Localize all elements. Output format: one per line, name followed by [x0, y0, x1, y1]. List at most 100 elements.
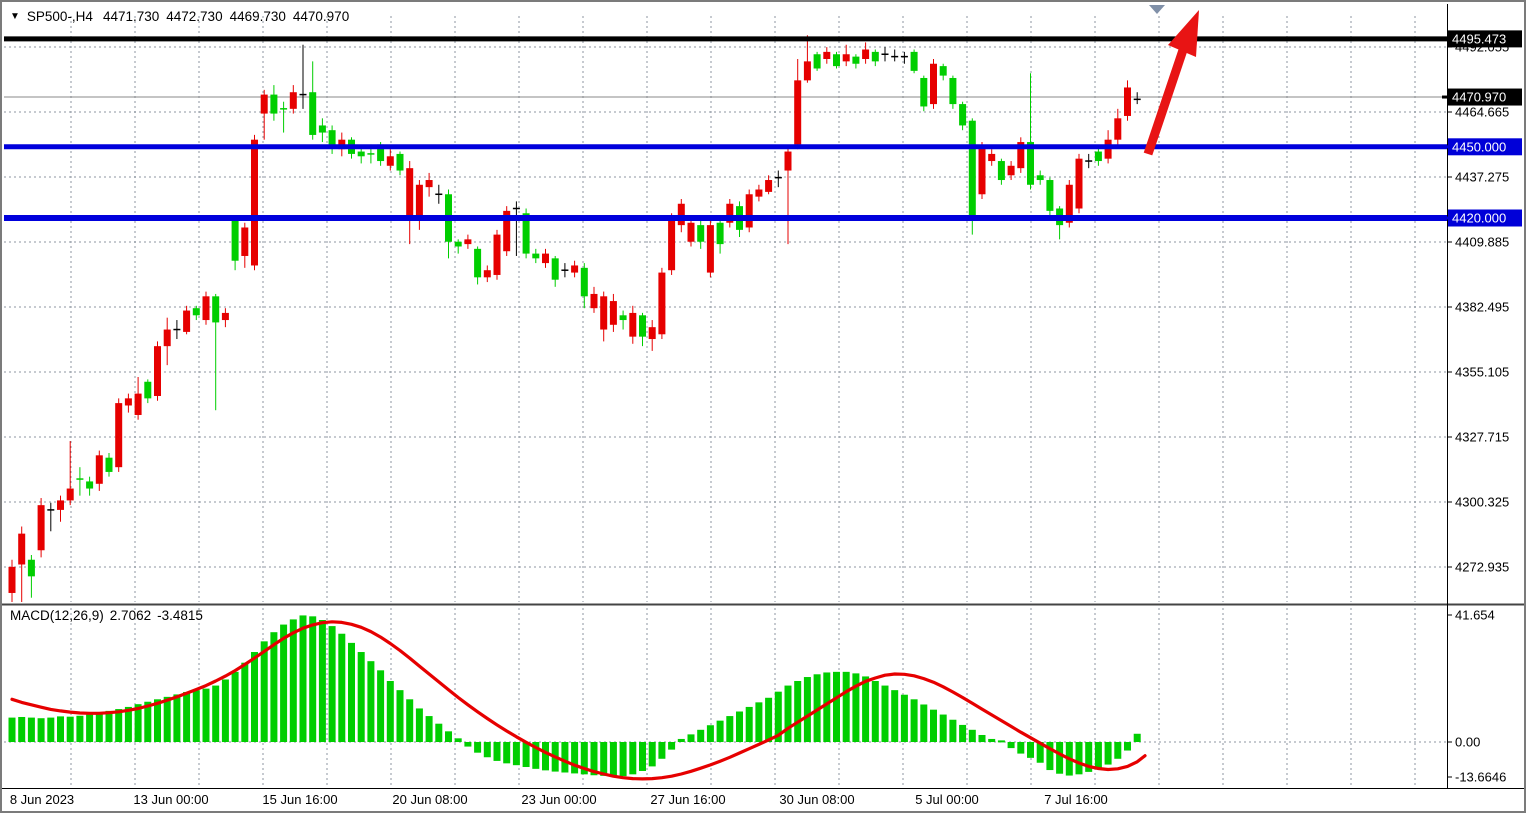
price-tick-label: 4464.665	[1455, 105, 1509, 120]
macd-indicator-label: MACD(12,26,9) 2.7062 -3.4815	[10, 608, 209, 623]
candle-body	[66, 488, 74, 501]
macd-bar	[144, 701, 152, 742]
macd-bar	[134, 704, 142, 742]
macd-bar	[377, 670, 385, 742]
doji-dash	[435, 193, 443, 196]
symbol-period-label: SP500-,H4	[26, 9, 93, 24]
candle-body	[503, 210, 511, 252]
macd-bar	[241, 662, 249, 742]
candle-body	[260, 94, 268, 114]
macd-bar	[1094, 742, 1102, 769]
candle-body	[8, 566, 16, 593]
ohlc-open: 4471.730	[102, 9, 160, 24]
candle-body	[309, 92, 317, 135]
macd-bar	[357, 652, 365, 742]
candle-body	[833, 54, 840, 67]
candle-body	[697, 225, 705, 242]
macd-signal-line	[10, 620, 1147, 781]
candle-body	[813, 54, 821, 69]
candle-body	[124, 398, 132, 406]
candle-body	[988, 153, 996, 162]
macd-bar	[784, 685, 792, 742]
macd-bar	[1085, 742, 1093, 772]
candle-body	[86, 481, 94, 489]
candle-body	[115, 403, 123, 468]
candle-body	[183, 310, 191, 332]
candle-body	[1124, 87, 1131, 116]
macd-bar	[658, 742, 666, 759]
candle-body	[600, 296, 608, 330]
price-badge	[1448, 30, 1522, 48]
time-axis-label: 7 Jul 16:00	[1044, 792, 1108, 807]
macd-bar	[57, 716, 64, 742]
candle-body	[105, 457, 113, 472]
candle-body	[144, 381, 152, 399]
candle-body	[1075, 158, 1083, 209]
candle-body	[862, 49, 870, 59]
candle-body	[959, 104, 967, 126]
time-axis-label: 5 Jul 00:00	[915, 792, 979, 807]
candle-body	[609, 301, 617, 325]
macd-bar	[280, 624, 288, 742]
price-badge	[1448, 138, 1522, 156]
candle-body	[415, 184, 423, 221]
doji-dash	[512, 207, 520, 210]
candle-body	[328, 130, 336, 147]
doji-dash	[900, 55, 908, 58]
trend-arrow-shaft[interactable]	[1143, 48, 1188, 156]
trend-arrow-head-icon	[1168, 10, 1199, 57]
candle-body	[930, 63, 937, 105]
macd-tick-label: 41.654	[1455, 608, 1495, 623]
time-axis-label: 27 Jun 16:00	[650, 792, 725, 807]
doji-dash	[881, 53, 889, 55]
macd-bar	[862, 676, 870, 742]
doji-dash	[173, 328, 181, 331]
macd-name: MACD(12,26,9)	[10, 608, 104, 623]
macd-bar	[367, 661, 375, 742]
candle-body	[1027, 142, 1034, 185]
price-axis[interactable]: 4492.0554464.6654437.2754409.8854382.495…	[1442, 30, 1522, 785]
macd-bar	[706, 725, 714, 742]
macd-bar	[183, 691, 191, 742]
macd-bar	[803, 677, 811, 742]
symbol-marker-icon: ▼	[10, 11, 20, 22]
chart-shift-marker-icon[interactable]	[1149, 5, 1165, 14]
time-axis[interactable]: 8 Jun 2023 13 Jun 00:00 15 Jun 16:00 20 Jun…	[10, 792, 1108, 807]
candle-body	[978, 146, 986, 195]
macd-bar	[1104, 742, 1112, 765]
price-tick-label: 4409.885	[1455, 235, 1509, 250]
macd-bar	[726, 716, 734, 742]
candle-body	[386, 156, 394, 166]
candle-body	[289, 92, 297, 109]
candle-body	[571, 265, 579, 273]
macd-bar	[289, 619, 297, 742]
macd-bar	[173, 694, 181, 742]
candle-body	[765, 180, 773, 192]
price-badge-label: 4450.000	[1452, 139, 1506, 154]
doji-dash	[891, 55, 899, 58]
macd-bar	[959, 724, 967, 742]
macd-bar	[115, 709, 123, 742]
grid-layer	[4, 16, 1448, 788]
macd-bar	[765, 697, 773, 742]
macd-bar	[668, 742, 676, 750]
price-badge-label: 4495.473	[1452, 31, 1506, 46]
candle-body	[37, 505, 45, 551]
doji-dash	[1085, 160, 1093, 162]
candle-body	[871, 51, 879, 62]
macd-bar	[1075, 742, 1083, 775]
candle-body	[95, 455, 103, 484]
price-badge	[1448, 209, 1522, 227]
candle-body	[668, 217, 676, 271]
candle-body	[474, 248, 482, 278]
macd-bar	[503, 742, 511, 764]
macd-bar	[425, 716, 433, 742]
macd-bar	[1007, 742, 1015, 749]
macd-bar	[571, 742, 579, 774]
macd-bar	[609, 742, 617, 777]
macd-bar	[600, 742, 608, 776]
macd-bar	[716, 720, 724, 742]
macd-bar	[454, 738, 462, 742]
